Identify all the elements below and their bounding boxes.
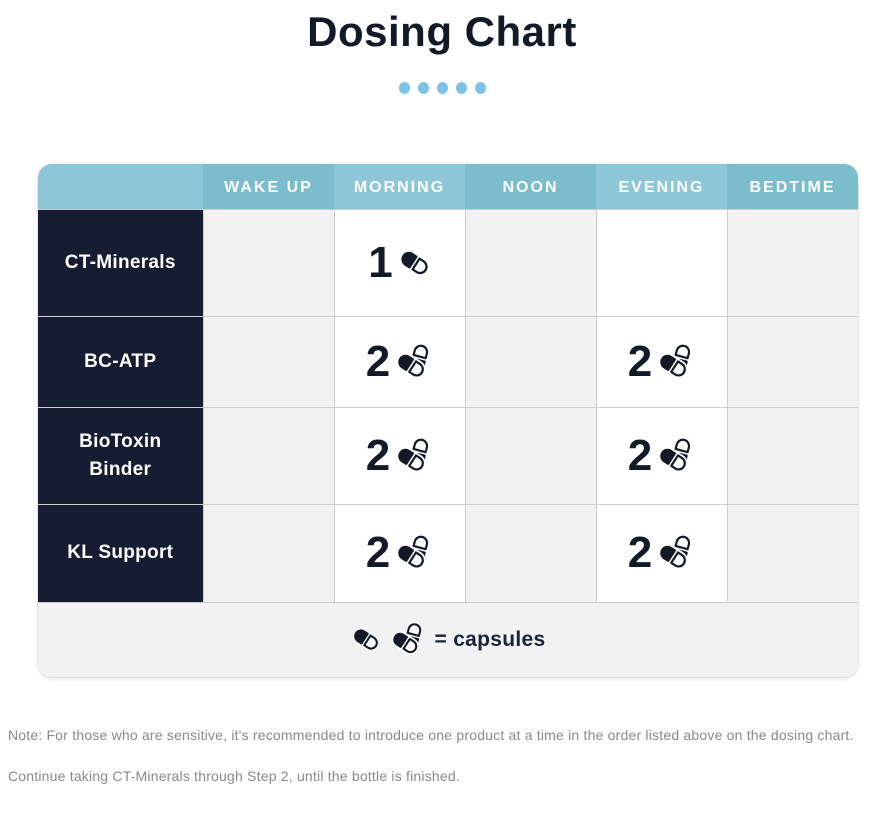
cell-empty (465, 407, 597, 505)
double-capsule-icon (658, 535, 691, 570)
footnotes: Note: For those who are sensitive, it's … (8, 722, 876, 789)
dot (436, 82, 448, 94)
column-header-evening: EVENING (596, 164, 727, 210)
dosing-table-grid: WAKE UP MORNING NOON EVENING BEDTIME CT-… (38, 164, 858, 677)
cell-dose: 2 (334, 504, 466, 603)
cell-empty (465, 504, 597, 603)
legend-cell: = capsules (38, 602, 858, 677)
cell-empty (203, 504, 335, 603)
table-row: CT-Minerals 1 (38, 209, 858, 317)
table-row: KL Support 2 (38, 504, 858, 603)
note-sensitive-intro: Note: For those who are sensitive, it's … (8, 727, 854, 743)
dot (417, 82, 429, 94)
double-capsule-icon (658, 438, 691, 472)
cell-empty (465, 316, 597, 408)
dot (455, 82, 467, 94)
dose-count: 2 (627, 336, 653, 386)
table-row: BC-ATP 2 (38, 316, 858, 408)
dot (474, 82, 486, 94)
cell-dose: 2 (596, 316, 728, 408)
cell-empty (727, 504, 858, 603)
row-label-bc-atp: BC-ATP (38, 316, 204, 408)
dose-count: 1 (368, 237, 393, 287)
header-row: WAKE UP MORNING NOON EVENING BEDTIME (38, 164, 858, 210)
title-divider-dots (0, 82, 884, 94)
column-header-noon: NOON (465, 164, 596, 210)
cell-dose: 2 (334, 316, 466, 408)
single-capsule-icon (353, 629, 378, 650)
double-capsule-icon (391, 623, 421, 655)
cell-empty (203, 316, 335, 408)
dose-count: 2 (365, 336, 391, 386)
column-header-bedtime: BEDTIME (727, 164, 858, 210)
cell-empty (727, 316, 858, 408)
double-capsule-icon (396, 344, 429, 378)
page-title: Dosing Chart (307, 8, 577, 55)
cell-dose: 2 (596, 504, 728, 603)
dose-count: 2 (627, 430, 653, 480)
cell-empty (727, 407, 858, 505)
double-capsule-icon (658, 344, 691, 378)
cell-dose: 1 (334, 209, 466, 317)
note-continue-ct-minerals: Continue taking CT-Minerals through Step… (8, 768, 460, 784)
single-capsule-icon (401, 251, 428, 274)
cell-empty (465, 209, 597, 317)
row-label-biotoxin-binder: BioToxin Binder (38, 407, 204, 505)
legend-label: = capsules (434, 627, 546, 651)
cell-empty (203, 407, 335, 505)
cell-empty (596, 209, 728, 317)
cell-empty (203, 209, 335, 317)
cell-dose: 2 (596, 407, 728, 505)
cell-dose: 2 (334, 407, 466, 505)
row-label-kl-support: KL Support (38, 504, 204, 603)
header-corner (38, 164, 203, 210)
dosing-table: WAKE UP MORNING NOON EVENING BEDTIME CT-… (38, 164, 858, 677)
row-label-ct-minerals: CT-Minerals (38, 209, 204, 317)
dot (398, 82, 410, 94)
table-row: BioToxin Binder 2 (38, 407, 858, 505)
dose-count: 2 (365, 430, 391, 480)
column-header-morning: MORNING (334, 164, 465, 210)
legend-row: = capsules (38, 602, 858, 677)
column-header-wake-up: WAKE UP (203, 164, 334, 210)
dose-count: 2 (627, 528, 653, 577)
cell-empty (727, 209, 858, 317)
dose-count: 2 (365, 528, 391, 577)
double-capsule-icon (396, 438, 429, 472)
double-capsule-icon (396, 535, 429, 570)
